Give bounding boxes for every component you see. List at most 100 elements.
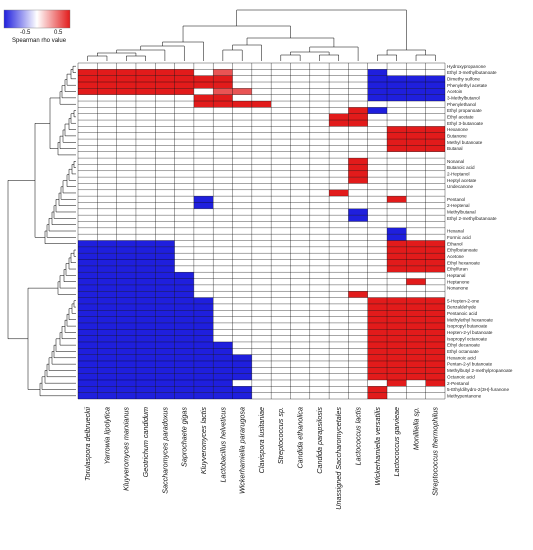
heatmap-cell — [290, 215, 310, 222]
heatmap-cell — [348, 303, 368, 311]
heatmap-cell — [387, 373, 407, 380]
heatmap-cell — [97, 183, 117, 190]
heatmap-cell — [387, 196, 407, 203]
heatmap-cell — [387, 69, 407, 76]
heatmap-cell — [97, 303, 117, 311]
heatmap-cell — [290, 335, 310, 342]
heatmap-cell — [271, 265, 291, 273]
heatmap-cell — [290, 69, 310, 76]
heatmap-cell — [232, 316, 252, 323]
heatmap-cell — [329, 310, 349, 317]
colorbar: -0.5 0.5 Spearman rho value — [3, 9, 71, 44]
heatmap-cell — [425, 297, 445, 304]
heatmap-cell — [135, 322, 156, 330]
heatmap-cell — [78, 88, 98, 95]
heatmap-cell — [329, 221, 349, 228]
dendrogram-branch — [68, 168, 76, 181]
heatmap-cell — [251, 259, 272, 266]
heatmap-cell — [309, 386, 330, 393]
heatmap-cell — [232, 196, 252, 203]
heatmap-cell — [425, 348, 445, 355]
heatmap-cell — [232, 221, 252, 228]
heatmap-cell — [78, 151, 98, 159]
heatmap-cell — [329, 297, 349, 304]
heatmap-cell — [97, 158, 117, 165]
row-label: Ethyl 2-methylbutanoate — [447, 216, 497, 221]
heatmap-cell — [232, 82, 252, 89]
heatmap-cell — [193, 151, 214, 159]
row-label: Ethylbutanoate — [447, 248, 478, 253]
heatmap-cell — [425, 360, 445, 368]
heatmap-cell — [97, 297, 117, 304]
heatmap-cell — [367, 392, 388, 399]
heatmap-cell — [97, 246, 117, 254]
heatmap-cell — [174, 360, 194, 368]
heatmap-cell — [213, 75, 233, 83]
heatmap-cell — [348, 202, 368, 209]
heatmap-cell — [97, 348, 117, 355]
heatmap-cell — [78, 183, 98, 190]
heatmap-cell — [367, 75, 388, 83]
heatmap-cell — [387, 253, 407, 260]
heatmap-cell — [251, 170, 272, 178]
heatmap-cell — [155, 335, 175, 342]
heatmap-cell — [367, 120, 388, 127]
heatmap-cell — [387, 139, 407, 146]
heatmap-cell — [78, 354, 98, 361]
heatmap-cell — [348, 88, 368, 95]
heatmap-cell — [406, 392, 426, 399]
heatmap-cell — [193, 183, 214, 190]
heatmap-cell — [155, 278, 175, 285]
column-label: Yarrowia lipolytica — [102, 407, 111, 464]
heatmap-cell — [251, 69, 272, 76]
heatmap-cell — [271, 164, 291, 171]
heatmap-cell — [309, 202, 330, 209]
heatmap-cell — [135, 303, 156, 311]
heatmap-cell — [213, 316, 233, 323]
heatmap-cell — [271, 259, 291, 266]
heatmap-cell — [251, 82, 272, 89]
heatmap-cell — [135, 354, 156, 361]
heatmap-cell — [406, 329, 426, 336]
heatmap-cell — [174, 151, 194, 159]
heatmap-cell — [232, 392, 252, 399]
column-label: Clavispora lusitaniae — [257, 407, 266, 473]
heatmap-cell — [271, 329, 291, 336]
heatmap-cell — [387, 120, 407, 127]
heatmap-cell — [232, 291, 252, 298]
heatmap-cell — [97, 88, 117, 95]
heatmap-cell — [213, 367, 233, 374]
heatmap-cell — [78, 208, 98, 216]
heatmap-cell — [309, 151, 330, 159]
heatmap-cell — [193, 101, 214, 108]
heatmap-cell — [425, 265, 445, 273]
dendrogram-branch — [70, 69, 76, 80]
heatmap-cell — [425, 386, 445, 393]
heatmap-cell — [329, 63, 349, 70]
heatmap-cell — [290, 348, 310, 355]
heatmap-cell — [97, 101, 117, 108]
heatmap-cell — [406, 113, 426, 121]
heatmap-cell — [329, 107, 349, 114]
heatmap-cell — [271, 335, 291, 342]
row-label: Ethanol — [447, 241, 463, 246]
heatmap-cell — [232, 278, 252, 285]
heatmap-cell — [406, 367, 426, 374]
heatmap-cell — [367, 259, 388, 266]
heatmap-cell — [193, 373, 214, 380]
heatmap-cell — [348, 329, 368, 336]
heatmap-cell — [213, 94, 233, 102]
heatmap-cell — [309, 196, 330, 203]
heatmap-cell — [174, 101, 194, 108]
heatmap-cell — [406, 151, 426, 159]
heatmap-cell — [329, 189, 349, 197]
heatmap-cell — [406, 120, 426, 127]
heatmap-cell — [348, 354, 368, 361]
heatmap-cell — [271, 310, 291, 317]
heatmap-cell — [251, 240, 272, 247]
heatmap-cell — [97, 253, 117, 260]
heatmap-cell — [425, 354, 445, 361]
heatmap-cell — [155, 151, 175, 159]
